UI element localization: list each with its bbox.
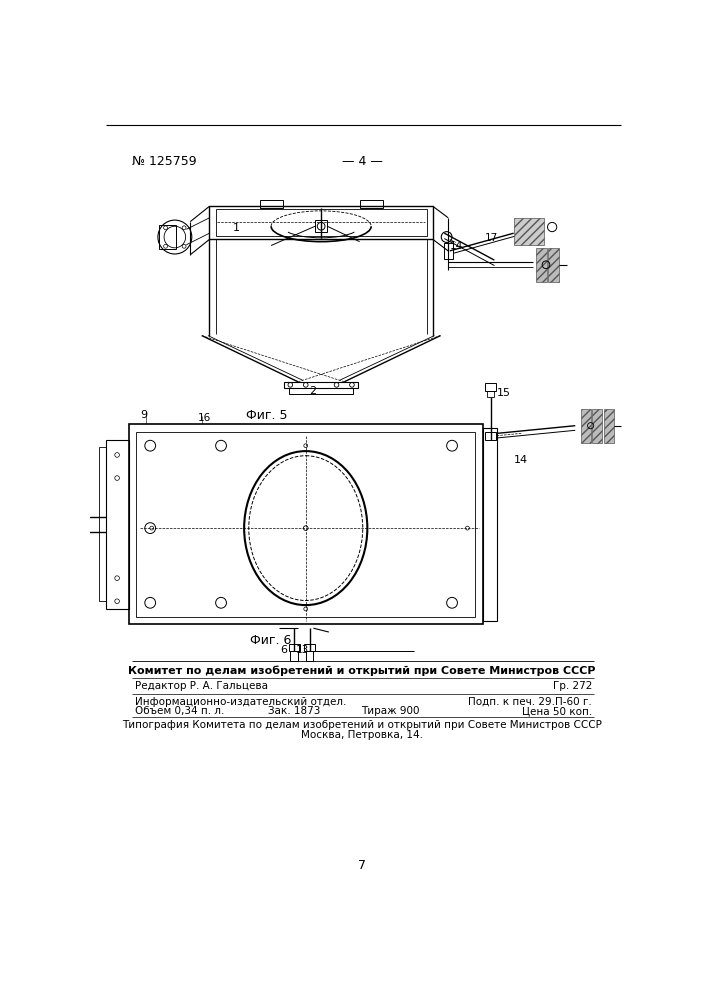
Text: 1: 1 [233, 223, 240, 233]
Bar [580, 409, 590, 443]
Bar [443, 243, 452, 259]
Bar [288, 388, 354, 394]
Bar [288, 644, 300, 651]
Bar [209, 206, 433, 239]
Bar [360, 200, 382, 208]
Bar [592, 409, 602, 443]
Bar [485, 432, 496, 440]
Bar [315, 220, 327, 232]
Text: Цена 50 коп.: Цена 50 коп. [522, 706, 592, 716]
Bar [514, 218, 544, 245]
Bar [483, 428, 497, 620]
Bar [83, 513, 88, 536]
Text: 14: 14 [514, 455, 527, 465]
Text: 13: 13 [296, 645, 309, 655]
Text: 14: 14 [450, 241, 463, 251]
Bar [604, 409, 614, 443]
Text: 17: 17 [485, 233, 498, 243]
Text: Гр. 272: Гр. 272 [553, 681, 592, 691]
Bar [259, 200, 283, 208]
Text: Подп. к печ. 29.П-60 г.: Подп. к печ. 29.П-60 г. [469, 697, 592, 707]
Text: Редактор Р. А. Гальцева: Редактор Р. А. Гальцева [135, 681, 268, 691]
Text: Зак. 1873: Зак. 1873 [268, 706, 320, 716]
Text: Комитет по делам изобретений и открытий при Совете Министров СССР: Комитет по делам изобретений и открытий … [128, 665, 596, 676]
Bar [291, 651, 298, 661]
Bar [549, 248, 559, 282]
Bar [304, 644, 315, 651]
Text: — 4 —: — 4 — [341, 155, 382, 168]
Bar [129, 424, 483, 624]
Bar [160, 225, 176, 249]
Text: 9: 9 [140, 410, 147, 420]
Bar [100, 447, 105, 601]
Bar [305, 651, 313, 661]
Text: Информационно-издательский отдел.: Информационно-издательский отдел. [135, 697, 346, 707]
Text: № 125759: № 125759 [132, 155, 197, 168]
Text: Тираж 900: Тираж 900 [361, 706, 420, 716]
Text: Объем 0,34 п. л.: Объем 0,34 п. л. [135, 706, 224, 716]
Text: 6: 6 [281, 645, 287, 655]
Text: Москва, Петровка, 14.: Москва, Петровка, 14. [301, 730, 423, 740]
Text: Типография Комитета по делам изобретений и открытий при Совете Министров СССР: Типография Комитета по делам изобретений… [122, 720, 602, 730]
Text: Фиг. 5: Фиг. 5 [247, 409, 288, 422]
Bar [105, 440, 129, 609]
Text: 15: 15 [497, 388, 510, 398]
Text: 16: 16 [198, 413, 211, 423]
Bar [536, 248, 547, 282]
Bar [216, 209, 426, 236]
Bar [284, 382, 358, 388]
Bar [136, 432, 475, 617]
Bar [485, 383, 496, 391]
Text: 2: 2 [310, 386, 317, 396]
Text: 7: 7 [358, 859, 366, 872]
Bar [486, 391, 494, 397]
Text: Фиг. 6: Фиг. 6 [250, 634, 292, 647]
